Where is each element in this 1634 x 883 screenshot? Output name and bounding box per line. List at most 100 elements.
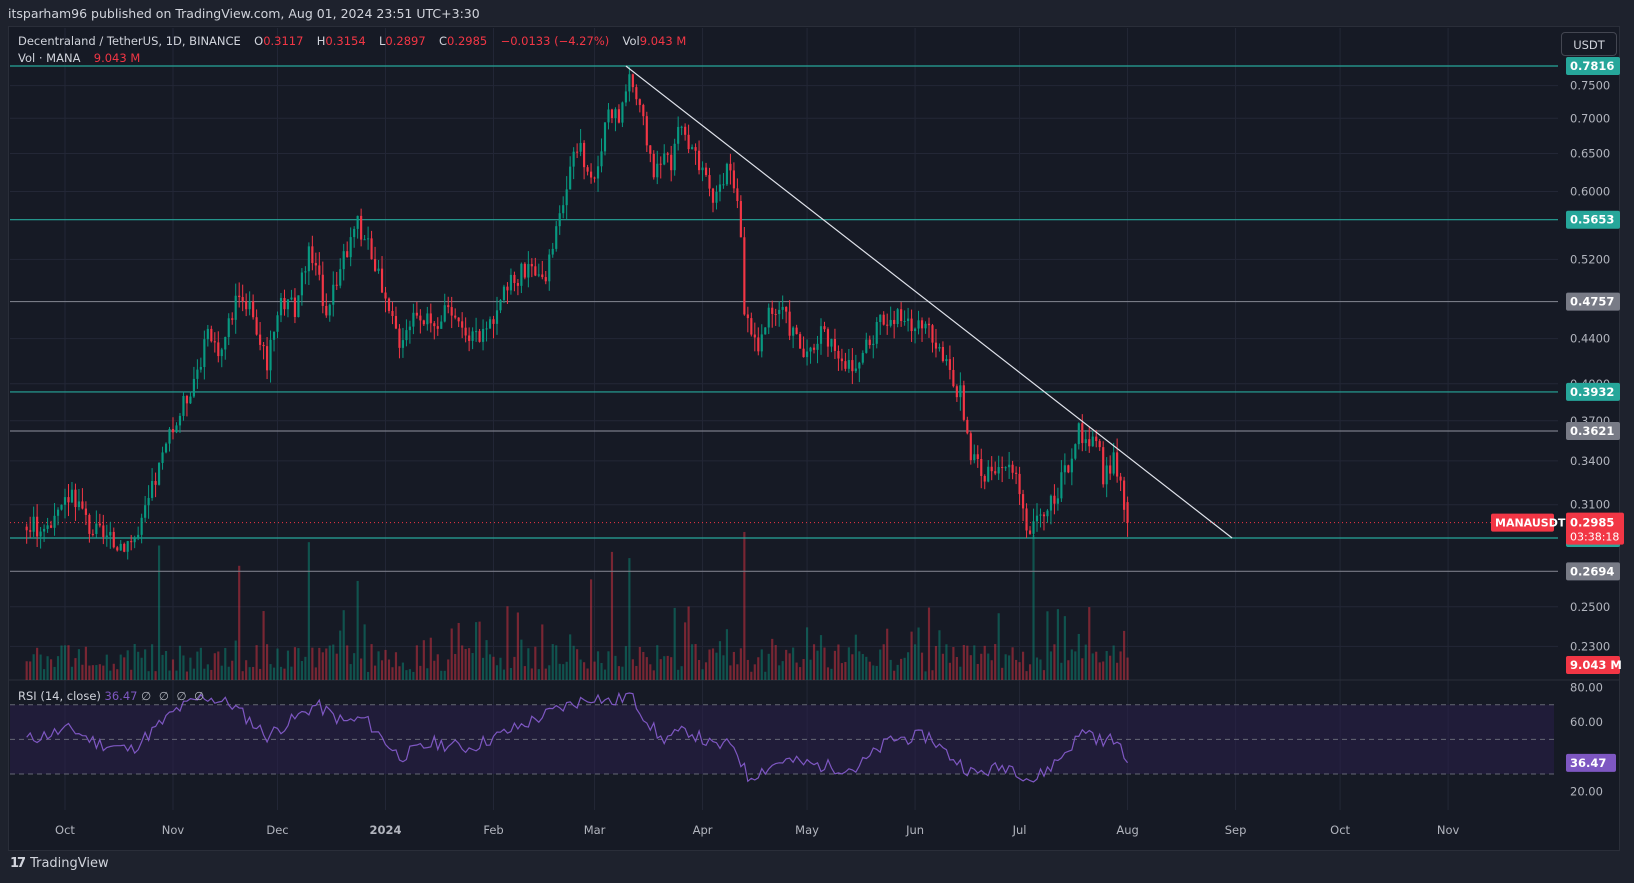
candle-body bbox=[785, 306, 788, 312]
volume-bar bbox=[464, 649, 467, 680]
candle-body bbox=[812, 347, 816, 350]
volume-bar bbox=[297, 648, 300, 680]
volume-bar bbox=[955, 656, 958, 680]
volume-bar bbox=[805, 627, 809, 680]
candle-body bbox=[666, 153, 669, 155]
volume-bar bbox=[178, 645, 182, 680]
volume-bar bbox=[851, 654, 854, 680]
volume-bar bbox=[478, 621, 481, 680]
volume-indicator-label[interactable]: Vol · MANA bbox=[18, 51, 81, 65]
volume-bar bbox=[126, 650, 129, 680]
candle-body bbox=[1116, 452, 1119, 477]
volume-bar bbox=[973, 645, 976, 680]
volume-bar bbox=[307, 542, 310, 680]
candle-body bbox=[1032, 521, 1035, 534]
tradingview-logo-icon: 17 bbox=[10, 856, 26, 871]
grid-layer bbox=[9, 28, 1619, 810]
candle-body bbox=[502, 286, 506, 301]
tradingview-logo[interactable]: 17 TradingView bbox=[10, 856, 109, 871]
rsi-label[interactable]: RSI (14, close) bbox=[18, 689, 101, 703]
volume-bar bbox=[81, 664, 84, 680]
volume-bar bbox=[966, 645, 969, 680]
candle-body bbox=[513, 274, 516, 284]
candle-body bbox=[708, 175, 711, 189]
time-tick-label: Nov bbox=[162, 823, 185, 837]
currency-button[interactable]: USDT bbox=[1561, 32, 1617, 56]
candle-body bbox=[380, 268, 384, 293]
candle-body bbox=[569, 166, 572, 190]
candle-body bbox=[628, 74, 631, 92]
candle-body bbox=[994, 471, 997, 474]
volume-bar bbox=[349, 664, 352, 680]
volume-bar bbox=[373, 665, 377, 680]
candle-body bbox=[652, 153, 655, 178]
candle-body bbox=[684, 126, 687, 135]
candle-body bbox=[475, 331, 478, 333]
volume-bar bbox=[691, 644, 694, 680]
volume-bar bbox=[945, 644, 948, 680]
candle-body bbox=[691, 147, 694, 150]
candle-body bbox=[206, 328, 209, 340]
candle-body bbox=[548, 254, 551, 282]
symbol-tag-bg bbox=[1491, 513, 1554, 532]
level-tag-label: 0.7816 bbox=[1570, 59, 1614, 73]
symbol-tag-label: MANAUSDT bbox=[1495, 517, 1566, 530]
candle-body bbox=[771, 307, 774, 314]
candle-body bbox=[1070, 458, 1073, 473]
volume-bar bbox=[447, 659, 450, 680]
volume-bar bbox=[370, 644, 373, 680]
volume-bar bbox=[109, 670, 112, 680]
volume-bar bbox=[161, 654, 164, 680]
candle-body bbox=[617, 109, 621, 123]
open-value: 0.3117 bbox=[263, 34, 304, 48]
candle-body bbox=[325, 305, 328, 316]
symbol-label[interactable]: Decentraland / TetherUS, 1D, BINANCE bbox=[18, 34, 241, 48]
volume-bar bbox=[569, 634, 572, 680]
candle-body bbox=[973, 454, 976, 461]
volume-bar bbox=[697, 660, 701, 680]
volume-bar bbox=[356, 580, 359, 680]
volume-bar bbox=[1105, 650, 1108, 680]
candle-body bbox=[1015, 472, 1018, 474]
candle-body bbox=[701, 167, 704, 171]
time-tick-label: Dec bbox=[266, 823, 288, 837]
candle-body bbox=[481, 328, 485, 342]
candle-body bbox=[415, 312, 418, 316]
volume-bar bbox=[342, 610, 345, 680]
volume-bar bbox=[105, 654, 108, 680]
volume-bar bbox=[192, 668, 195, 680]
horizontal-levels bbox=[10, 65, 1558, 572]
candle-body bbox=[854, 368, 857, 372]
volume-bar bbox=[544, 668, 547, 680]
volume-bar bbox=[920, 652, 924, 680]
volume-bar bbox=[875, 665, 878, 680]
candle-body bbox=[649, 145, 652, 154]
candle-body bbox=[1021, 494, 1025, 509]
volume-bar bbox=[1126, 657, 1129, 680]
candle-body bbox=[879, 314, 882, 323]
candle-body bbox=[279, 297, 283, 316]
candle-body bbox=[192, 378, 195, 397]
candle-body bbox=[520, 263, 523, 286]
candle-body bbox=[809, 347, 812, 352]
volume-bar bbox=[746, 659, 749, 680]
candle-body bbox=[105, 535, 108, 537]
volume-bar bbox=[882, 644, 885, 680]
trendline bbox=[625, 65, 1233, 539]
volume-bar bbox=[206, 664, 209, 680]
volume-bar bbox=[1123, 630, 1126, 680]
candle-body bbox=[732, 170, 735, 189]
candle-body bbox=[962, 385, 965, 420]
candle-body bbox=[506, 286, 509, 291]
candle-body bbox=[311, 246, 314, 264]
candle-body bbox=[1035, 515, 1039, 522]
candle-body bbox=[443, 305, 446, 322]
candle-body bbox=[67, 497, 70, 503]
volume-bar bbox=[684, 622, 687, 680]
candle-body bbox=[468, 335, 471, 341]
volume-bar bbox=[485, 640, 488, 680]
candle-body bbox=[555, 226, 558, 249]
candle-body bbox=[509, 274, 513, 291]
volume-bar bbox=[293, 647, 297, 680]
